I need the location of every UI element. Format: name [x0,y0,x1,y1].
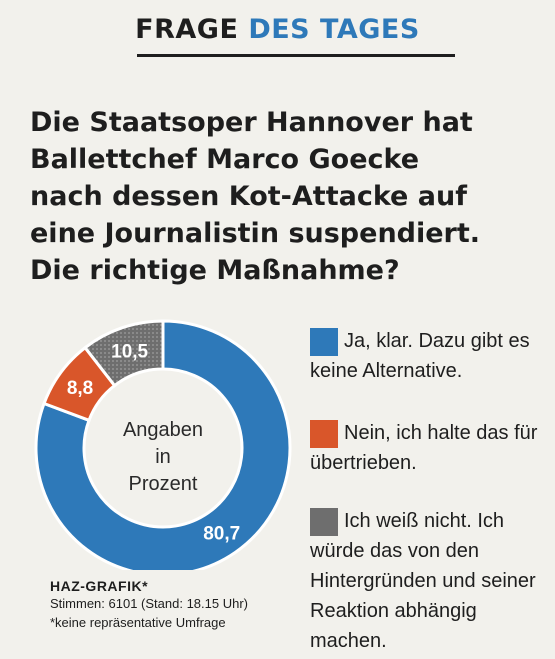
slice-value-label: 8,8 [67,378,93,399]
source-votes: Stimmen: 6101 (Stand: 18.15 Uhr) [50,596,248,611]
slice-weiss-nicht [83,319,165,388]
slice-ja [34,319,292,570]
slice-value-label: 10,5 [111,342,148,363]
center-label-line: Prozent [129,473,198,495]
question-line: Die richtige Maßnahme? [30,255,400,286]
slice-value-label: 80,7 [203,524,240,545]
header-title: FRAGE DES TAGES [0,14,555,45]
legend-label: Nein, ich halte das für übertrieben. [310,422,538,474]
header-word-frage: FRAGE [135,14,239,45]
legend-item-nein: Nein, ich halte das für übertrieben. [310,418,550,478]
header-rule [137,54,455,57]
legend-swatch-orange [310,420,338,448]
question: Die Staatsoper Hannover hat Ballettchef … [30,104,540,289]
header-word-des-tages: DES TAGES [248,14,420,45]
source-note: *keine repräsentative Umfrage [50,615,226,630]
legend-label: Ich weiß nicht. Ich würde das von den Hi… [310,510,536,652]
question-line: nach dessen Kot-Attacke auf [30,181,467,212]
question-line: eine Journalistin suspendiert. [30,218,481,249]
question-line: Ballettchef Marco Goecke [30,144,420,175]
legend-item-ja: Ja, klar. Dazu gibt es keine Alternative… [310,326,550,386]
center-label-line: Angaben [123,419,203,441]
legend-swatch-blue [310,328,338,356]
header: FRAGE DES TAGES [0,8,555,58]
source-title: HAZ-GRAFIK* [50,578,149,594]
question-line: Die Staatsoper Hannover hat [30,107,473,138]
source: HAZ-GRAFIK* Stimmen: 6101 (Stand: 18.15 … [50,578,248,632]
legend-label: Ja, klar. Dazu gibt es keine Alternative… [310,330,530,382]
legend-item-weiss-nicht: Ich weiß nicht. Ich würde das von den Hi… [310,506,550,656]
center-label-line: in [155,446,171,468]
legend-swatch-gray [310,508,338,536]
donut-chart: 80,7 8,8 10,5 Angaben in Prozent [34,319,292,570]
